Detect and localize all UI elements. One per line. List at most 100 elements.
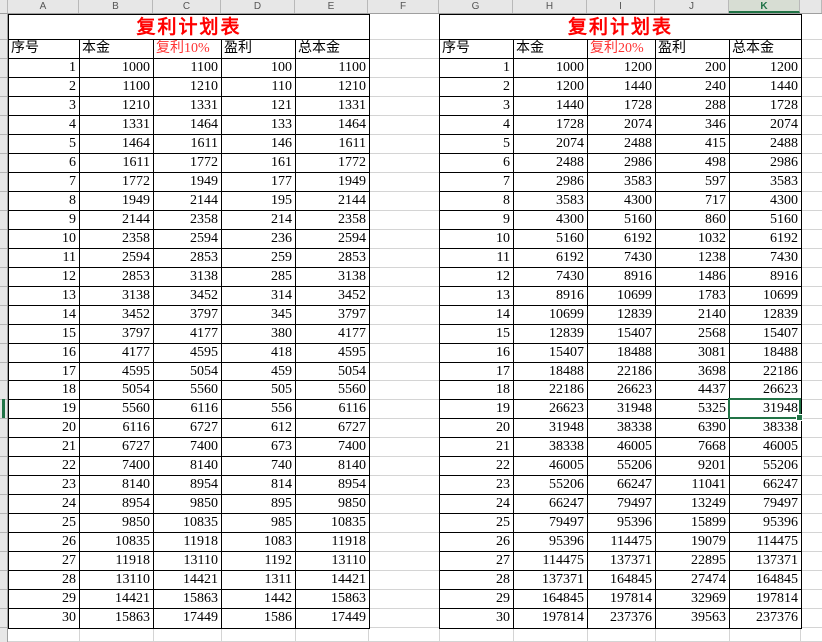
cell[interactable]: 1238: [656, 248, 730, 268]
cell[interactable]: 6727: [154, 419, 222, 439]
cell[interactable]: 6116: [296, 400, 369, 420]
cell[interactable]: 21: [440, 438, 514, 458]
cell[interactable]: 26623: [514, 400, 588, 420]
cell[interactable]: 13110: [80, 571, 154, 591]
cell[interactable]: 3797: [154, 305, 222, 325]
cell[interactable]: 1440: [588, 77, 656, 97]
cell[interactable]: 3452: [80, 305, 154, 325]
cell[interactable]: 380: [222, 324, 296, 344]
cell[interactable]: 27: [9, 552, 80, 572]
cell[interactable]: 177: [222, 172, 296, 192]
cell[interactable]: 7430: [514, 267, 588, 287]
cell[interactable]: 2986: [588, 153, 656, 173]
cell[interactable]: 6: [440, 153, 514, 173]
cell[interactable]: 2488: [588, 134, 656, 154]
cell[interactable]: 200: [656, 59, 730, 78]
cell[interactable]: 1772: [296, 154, 369, 173]
cell[interactable]: 2594: [154, 229, 222, 249]
cell[interactable]: 1772: [80, 172, 154, 192]
cell[interactable]: 236: [222, 229, 296, 249]
cell[interactable]: 38338: [730, 419, 801, 439]
cell[interactable]: 1464: [154, 115, 222, 135]
cell[interactable]: 13249: [656, 495, 730, 515]
cell[interactable]: 2358: [154, 210, 222, 230]
cell[interactable]: 7430: [730, 249, 801, 268]
cell[interactable]: 15407: [588, 324, 656, 344]
cell[interactable]: 15: [440, 324, 514, 344]
cell[interactable]: 1486: [656, 267, 730, 287]
cell[interactable]: 1: [440, 59, 514, 78]
cell[interactable]: 10: [440, 229, 514, 249]
cell[interactable]: 7400: [80, 457, 154, 477]
cell[interactable]: 19079: [656, 533, 730, 553]
cell[interactable]: 13110: [154, 552, 222, 572]
column-title-right-1[interactable]: 本金: [514, 40, 588, 59]
cell[interactable]: 498: [656, 153, 730, 173]
cell[interactable]: 18488: [514, 362, 588, 382]
cell[interactable]: 137371: [588, 552, 656, 572]
cell[interactable]: 137371: [514, 571, 588, 591]
column-header-F[interactable]: F: [368, 0, 439, 13]
cell[interactable]: 1728: [730, 97, 801, 116]
cell[interactable]: 14421: [80, 590, 154, 610]
cell[interactable]: 14: [440, 305, 514, 325]
cell[interactable]: 12: [9, 267, 80, 287]
cell[interactable]: 3583: [514, 191, 588, 211]
cell[interactable]: 2853: [80, 267, 154, 287]
cell[interactable]: 38338: [514, 438, 588, 458]
cell[interactable]: 556: [222, 400, 296, 420]
cell[interactable]: 55206: [514, 476, 588, 496]
cell[interactable]: 13: [9, 286, 80, 306]
cell[interactable]: 1728: [588, 96, 656, 116]
cell[interactable]: 1611: [296, 135, 369, 154]
cell[interactable]: 240: [656, 77, 730, 97]
column-header-G[interactable]: G: [439, 0, 513, 13]
cell[interactable]: 237376: [588, 609, 656, 629]
column-title-right-2[interactable]: 复利20%: [588, 40, 656, 59]
cell[interactable]: 6: [9, 153, 80, 173]
cell[interactable]: 11918: [154, 533, 222, 553]
cell[interactable]: 9: [9, 210, 80, 230]
cell[interactable]: 3: [9, 96, 80, 116]
cell[interactable]: 288: [656, 96, 730, 116]
column-title-left-4[interactable]: 总本金: [296, 40, 369, 59]
cell[interactable]: 5054: [80, 381, 154, 401]
cell[interactable]: 9850: [296, 495, 369, 515]
cell[interactable]: 26623: [588, 381, 656, 401]
column-header-D[interactable]: D: [221, 0, 295, 13]
cell[interactable]: 26623: [730, 381, 801, 401]
cell[interactable]: 25: [440, 514, 514, 534]
cell[interactable]: 15863: [80, 609, 154, 629]
cell[interactable]: 8954: [154, 476, 222, 496]
cell[interactable]: 1331: [296, 97, 369, 116]
cell[interactable]: 26: [440, 533, 514, 553]
cell[interactable]: 5: [9, 134, 80, 154]
cell[interactable]: 5160: [730, 211, 801, 230]
cell[interactable]: 8954: [80, 495, 154, 515]
cell[interactable]: 14: [9, 305, 80, 325]
cell[interactable]: 9850: [154, 495, 222, 515]
cell[interactable]: 2358: [296, 211, 369, 230]
corner-cell[interactable]: [0, 0, 8, 13]
cell[interactable]: 2853: [296, 249, 369, 268]
cell[interactable]: 95396: [588, 514, 656, 534]
column-title-right-0[interactable]: 序号: [440, 40, 514, 59]
cell[interactable]: 2074: [730, 116, 801, 135]
cell[interactable]: 8: [9, 191, 80, 211]
cell[interactable]: 121: [222, 96, 296, 116]
cell[interactable]: 4595: [296, 344, 369, 363]
cell[interactable]: 3081: [656, 343, 730, 363]
cell[interactable]: 20: [9, 419, 80, 439]
cell[interactable]: 46005: [730, 438, 801, 458]
cell[interactable]: 2853: [154, 248, 222, 268]
cell[interactable]: 30: [440, 609, 514, 629]
cell[interactable]: 38338: [588, 419, 656, 439]
cell[interactable]: 18488: [588, 343, 656, 363]
cell[interactable]: 15: [9, 324, 80, 344]
cell[interactable]: 4595: [154, 343, 222, 363]
cell[interactable]: 18: [9, 381, 80, 401]
cell[interactable]: 814: [222, 476, 296, 496]
cell[interactable]: 10699: [514, 305, 588, 325]
cell[interactable]: 22186: [588, 362, 656, 382]
cell[interactable]: 66247: [588, 476, 656, 496]
